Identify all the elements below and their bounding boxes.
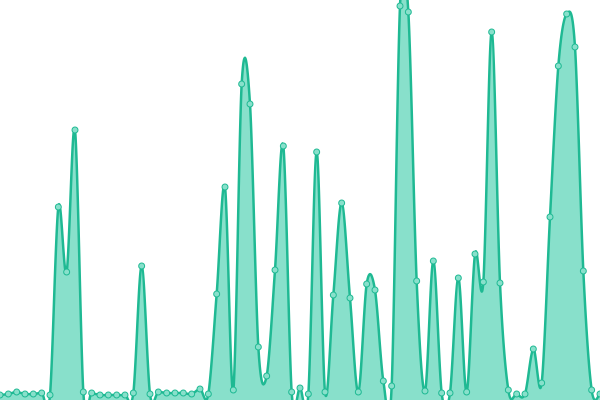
- data-point: [488, 28, 496, 36]
- data-point: [296, 384, 304, 392]
- data-point: [196, 385, 204, 393]
- data-point: [554, 62, 562, 70]
- data-point: [229, 386, 237, 394]
- data-point: [46, 391, 54, 399]
- data-point: [121, 391, 129, 399]
- data-point: [188, 390, 196, 398]
- data-point: [4, 390, 12, 398]
- data-point: [129, 389, 137, 397]
- data-point: [371, 286, 379, 294]
- data-point: [471, 250, 479, 258]
- data-point: [88, 389, 96, 397]
- data-point: [54, 203, 62, 211]
- data-point: [379, 377, 387, 385]
- data-point: [579, 267, 587, 275]
- data-point: [496, 279, 504, 287]
- data-point: [213, 290, 221, 298]
- data-point: [238, 80, 246, 88]
- data-point: [596, 390, 600, 398]
- data-point: [504, 386, 512, 394]
- data-point: [221, 183, 229, 191]
- data-point: [454, 274, 462, 282]
- data-point: [263, 372, 271, 380]
- data-point: [0, 391, 4, 399]
- data-point: [288, 388, 296, 396]
- data-point: [429, 257, 437, 265]
- data-point: [21, 390, 29, 398]
- data-point: [104, 391, 112, 399]
- data-point: [154, 388, 162, 396]
- data-point: [538, 379, 546, 387]
- data-point: [563, 10, 571, 18]
- data-point: [171, 389, 179, 397]
- data-point: [163, 389, 171, 397]
- data-point: [588, 386, 596, 394]
- data-point: [79, 388, 87, 396]
- data-point: [96, 391, 104, 399]
- data-point: [29, 390, 37, 398]
- data-point: [479, 278, 487, 286]
- data-point: [304, 390, 312, 398]
- data-point: [279, 142, 287, 150]
- data-point: [396, 2, 404, 10]
- data-point: [179, 389, 187, 397]
- data-point: [254, 343, 262, 351]
- data-point: [246, 100, 254, 108]
- data-point: [413, 277, 421, 285]
- data-point: [38, 389, 46, 397]
- data-point: [571, 43, 579, 51]
- data-point: [404, 8, 412, 16]
- data-point: [446, 389, 454, 397]
- data-point: [463, 388, 471, 396]
- data-point: [329, 291, 337, 299]
- data-point: [338, 199, 346, 207]
- data-point: [363, 280, 371, 288]
- data-point: [146, 390, 154, 398]
- data-point: [138, 262, 146, 270]
- data-point: [513, 390, 521, 398]
- data-point: [313, 148, 321, 156]
- data-point: [521, 390, 529, 398]
- data-point: [546, 213, 554, 221]
- data-point: [321, 388, 329, 396]
- data-point: [13, 388, 21, 396]
- data-point: [438, 389, 446, 397]
- data-point: [204, 390, 212, 398]
- data-point: [421, 387, 429, 395]
- data-point: [63, 268, 71, 276]
- data-point: [529, 345, 537, 353]
- data-point: [388, 382, 396, 390]
- data-point: [271, 266, 279, 274]
- data-point: [113, 391, 121, 399]
- data-point: [354, 388, 362, 396]
- data-point: [71, 126, 79, 134]
- data-point: [346, 294, 354, 302]
